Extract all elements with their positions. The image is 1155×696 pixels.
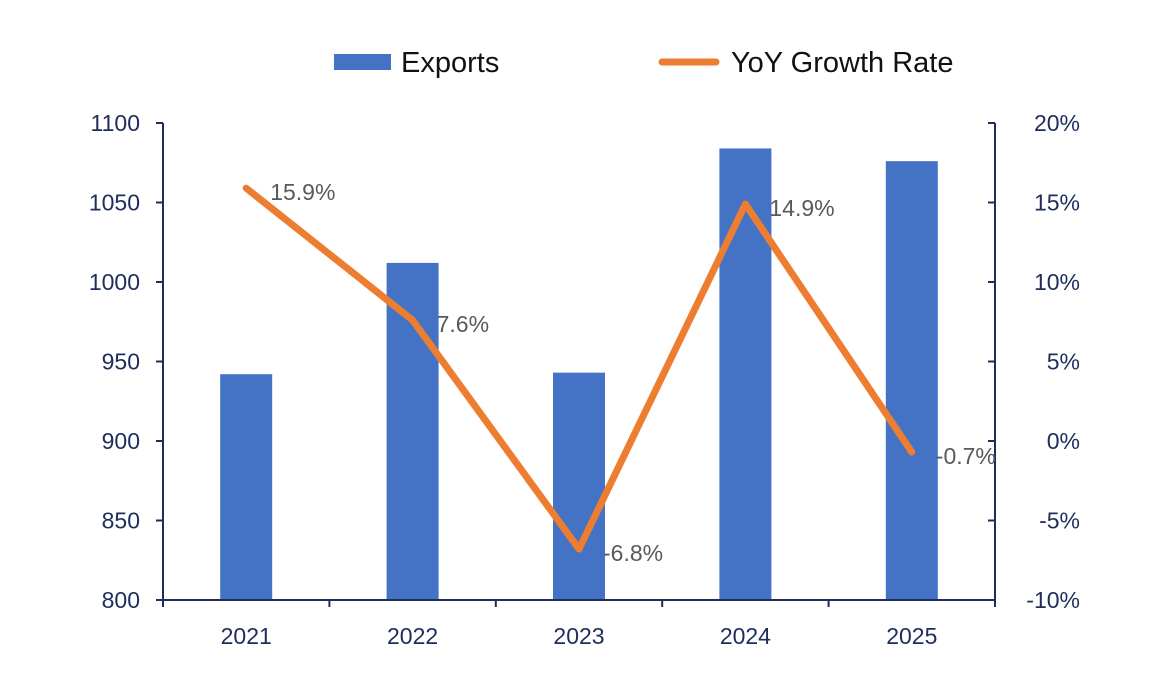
bar-2024 (719, 148, 772, 600)
x-tick-label: 2025 (886, 623, 937, 649)
left-tick-label: 950 (102, 349, 140, 375)
growth-line (242, 184, 916, 553)
right-tick-label: 15% (1034, 190, 1080, 216)
left-tick-label: 800 (102, 587, 140, 613)
x-tick-label: 2023 (553, 623, 604, 649)
right-tick-label: 10% (1034, 269, 1080, 295)
data-label-2022: 7.6% (437, 311, 489, 337)
left-tick-label: 1100 (91, 110, 140, 136)
right-tick-label: 5% (1047, 349, 1080, 375)
x-tick-label: 2024 (720, 623, 771, 649)
data-label-2024: 14.9% (769, 195, 834, 221)
bar-2023 (553, 372, 605, 600)
bar-2022 (386, 262, 439, 600)
data-label-2023: -6.8% (603, 540, 663, 566)
legend-swatch-exports (334, 54, 391, 70)
x-tick-label: 2021 (221, 623, 272, 649)
bar-2025 (885, 161, 938, 600)
data-label-2021: 15.9% (270, 179, 335, 205)
legend-label-exports: Exports (401, 47, 499, 79)
left-tick-label: 900 (102, 428, 140, 454)
plot-area: 800 850 900 950 1000 1050 1100 -10% -5% 0% 5% 10% 15… (89, 110, 1080, 649)
x-tick-label: 2022 (387, 623, 438, 649)
right-tick-label: 0% (1047, 428, 1080, 454)
left-tick-label: 1050 (89, 190, 140, 216)
right-tick-label: -5% (1039, 508, 1080, 534)
left-tick-label: 1000 (89, 269, 140, 295)
right-tick-label: 20% (1034, 110, 1080, 136)
left-tick-label: 850 (102, 508, 140, 534)
right-tick-label: -10% (1026, 587, 1080, 613)
data-label-2025: -0.7% (936, 443, 996, 469)
legend: Exports YoY Growth Rate (334, 47, 953, 79)
legend-label-growth: YoY Growth Rate (731, 47, 953, 79)
bar-2021 (220, 374, 273, 600)
